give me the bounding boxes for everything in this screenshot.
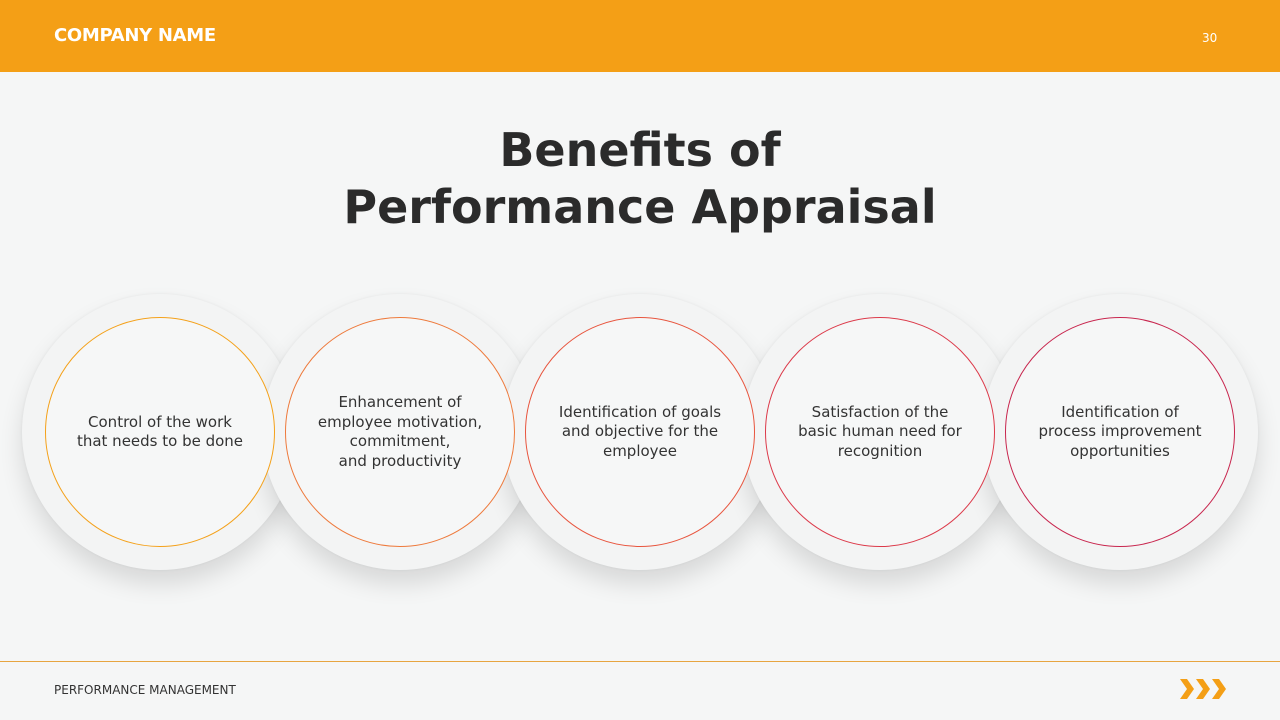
benefit-text: Satisfaction of the basic human need for… (798, 402, 962, 460)
slide-title-text: Benefits of Performance Appraisal (343, 123, 937, 234)
benefit-circle: Identification of goals and objective fo… (525, 317, 755, 547)
benefit-text: Identification of goals and objective fo… (558, 402, 722, 460)
slide-title: Benefits of Performance Appraisal (0, 122, 1280, 236)
triple-chevron-right-icon (1180, 679, 1226, 699)
benefit-circle: Identification of process improvement op… (1005, 317, 1235, 547)
benefit-text: Control of the work that needs to be don… (76, 412, 244, 451)
footer-label: PERFORMANCE MANAGEMENT (54, 683, 236, 697)
footer-divider (0, 661, 1280, 662)
header-bar: COMPANY NAME 30 (0, 0, 1280, 72)
benefit-text: Identification of process improvement op… (1038, 402, 1202, 460)
page-number: 30 (1202, 31, 1218, 45)
benefit-circle: Enhancement of employee motivation, comm… (285, 317, 515, 547)
company-name: COMPANY NAME (54, 25, 216, 46)
benefit-circle: Satisfaction of the basic human need for… (765, 317, 995, 547)
benefit-circle: Control of the work that needs to be don… (45, 317, 275, 547)
benefit-text: Enhancement of employee motivation, comm… (317, 393, 483, 470)
